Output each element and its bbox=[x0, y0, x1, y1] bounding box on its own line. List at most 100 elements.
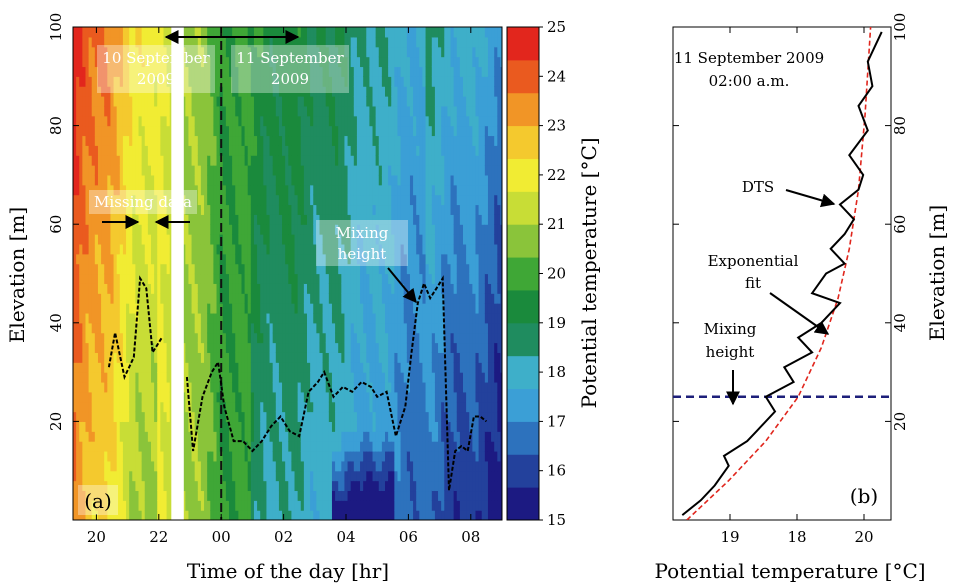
heatmap-cell bbox=[378, 56, 383, 68]
heatmap-cell bbox=[232, 46, 236, 58]
heatmap-cell bbox=[207, 184, 211, 196]
heatmap-cell bbox=[278, 293, 283, 304]
heatmap-cell bbox=[163, 362, 168, 373]
heatmap-cell bbox=[272, 381, 277, 393]
heatmap-cell bbox=[241, 411, 246, 422]
heatmap-cell bbox=[110, 480, 115, 492]
heatmap-cell bbox=[116, 27, 121, 38]
heatmap-cell bbox=[110, 214, 115, 225]
heatmap-cell bbox=[313, 303, 317, 314]
heatmap-cell bbox=[191, 332, 196, 344]
heatmap-cell bbox=[157, 234, 161, 245]
heatmap-cell bbox=[363, 293, 367, 304]
heatmap-cell bbox=[97, 332, 102, 344]
heatmap-cell bbox=[303, 441, 308, 452]
heatmap-cell bbox=[160, 96, 165, 107]
heatmap-cell bbox=[260, 165, 264, 176]
heatmap-cell bbox=[282, 224, 286, 235]
heatmap-cell bbox=[328, 125, 333, 137]
heatmap-cell bbox=[322, 322, 327, 334]
heatmap-cell bbox=[250, 145, 255, 156]
heatmap-cell bbox=[325, 312, 330, 324]
heatmap-cell bbox=[76, 76, 80, 87]
heatmap-cell bbox=[381, 411, 386, 422]
heatmap-cell bbox=[288, 510, 292, 520]
heatmap-cell bbox=[76, 372, 80, 383]
heatmap-cell bbox=[316, 105, 321, 117]
heatmap-cell bbox=[372, 115, 377, 127]
heatmap-cell bbox=[101, 76, 105, 87]
heatmap-cell bbox=[288, 56, 292, 68]
heatmap-cell bbox=[272, 312, 277, 324]
heatmap-cell bbox=[272, 450, 277, 462]
heatmap-cell bbox=[344, 431, 349, 442]
heatmap-cell bbox=[278, 115, 283, 127]
heatmap-cell bbox=[191, 135, 196, 146]
heatmap-cell bbox=[294, 381, 299, 393]
heatmap-cell bbox=[91, 401, 96, 413]
heatmap-cell bbox=[101, 303, 105, 314]
heatmap-cell bbox=[253, 125, 258, 137]
heatmap-cell bbox=[113, 283, 118, 294]
heatmap-cell bbox=[85, 214, 90, 225]
heatmap-cell bbox=[381, 76, 386, 87]
heatmap-cell bbox=[122, 155, 127, 166]
heatmap-cell bbox=[229, 470, 233, 482]
heatmap-cell bbox=[82, 66, 87, 77]
heatmap-cell bbox=[257, 115, 261, 127]
heatmap-cell bbox=[319, 401, 324, 413]
heatmap-cell bbox=[200, 372, 205, 383]
heatmap-cell bbox=[356, 115, 361, 127]
heatmap-cell bbox=[104, 174, 108, 186]
heatmap-cell bbox=[253, 401, 258, 413]
heatmap-cell bbox=[375, 36, 380, 48]
heatmap-cell bbox=[88, 391, 93, 403]
heatmap-cell bbox=[381, 450, 386, 462]
heatmap-cell bbox=[76, 46, 80, 58]
heatmap-cell bbox=[182, 165, 186, 176]
heatmap-cell bbox=[319, 155, 324, 166]
heatmap-cell bbox=[104, 184, 108, 196]
heatmap-cell bbox=[269, 510, 274, 520]
heatmap-cell bbox=[319, 76, 324, 87]
heatmap-cell bbox=[266, 303, 271, 314]
heatmap-cell bbox=[207, 125, 211, 137]
heatmap-cell bbox=[229, 480, 233, 492]
heatmap-cell bbox=[97, 362, 102, 373]
heatmap-cell bbox=[360, 125, 364, 137]
heatmap-cell bbox=[225, 86, 230, 97]
heatmap-cell bbox=[307, 66, 311, 77]
heatmap-cell bbox=[328, 381, 333, 393]
heatmap-cell bbox=[360, 86, 364, 97]
heatmap-cell bbox=[307, 135, 311, 146]
heatmap-cell bbox=[313, 421, 317, 432]
heatmap-cell bbox=[294, 342, 299, 353]
heatmap-cell bbox=[116, 312, 121, 324]
heatmap-cell bbox=[257, 194, 261, 206]
heatmap-cell bbox=[350, 36, 355, 48]
heatmap-cell bbox=[160, 293, 165, 304]
heatmap-cell bbox=[322, 224, 327, 235]
heatmap-cell bbox=[197, 76, 202, 87]
heatmap-cell bbox=[257, 342, 261, 353]
heatmap-cell bbox=[191, 401, 196, 413]
heatmap-cell bbox=[285, 450, 289, 462]
heatmap-cell bbox=[247, 145, 252, 156]
heatmap-cell bbox=[113, 480, 118, 492]
heatmap-cell bbox=[266, 352, 271, 363]
heatmap-cell bbox=[378, 332, 383, 344]
heatmap-cell bbox=[272, 372, 277, 383]
heatmap-cell bbox=[216, 421, 221, 432]
heatmap-cell bbox=[360, 66, 364, 77]
heatmap-cell bbox=[216, 145, 221, 156]
heatmap-cell bbox=[269, 115, 274, 127]
heatmap-cell bbox=[363, 204, 367, 215]
heatmap-cell bbox=[85, 401, 90, 413]
heatmap-cell bbox=[297, 36, 302, 48]
heatmap-cell bbox=[263, 352, 268, 363]
heatmap-cell bbox=[260, 263, 264, 275]
heatmap-cell bbox=[141, 332, 146, 344]
heatmap-cell bbox=[219, 243, 224, 255]
heatmap-cell bbox=[282, 352, 286, 363]
heatmap-cell bbox=[144, 214, 149, 225]
